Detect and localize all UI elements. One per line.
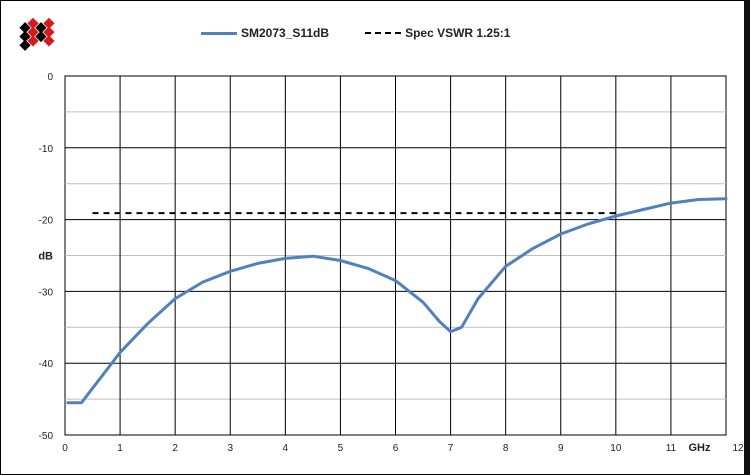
y-tick-label: -20 — [39, 216, 54, 227]
logo-tile — [19, 30, 31, 43]
x-tick-label: 9 — [558, 443, 564, 454]
legend-entry-s11: SM2073_S11dB — [201, 26, 329, 40]
chart-legend: SM2073_S11dB Spec VSWR 1.25:1 — [201, 23, 510, 43]
y-tick-label: -50 — [39, 431, 54, 442]
y-axis-label: dB — [38, 251, 53, 263]
legend-label-spec: Spec VSWR 1.25:1 — [405, 26, 511, 40]
company-logo — [19, 17, 55, 51]
legend-entry-spec: Spec VSWR 1.25:1 — [365, 26, 510, 40]
logo-tile — [19, 39, 31, 51]
y-tick-label: -40 — [39, 359, 54, 370]
x-tick-label: 10 — [610, 443, 622, 454]
logo-tile — [19, 22, 31, 34]
x-tick-label: 12 — [732, 443, 744, 454]
logo-tile — [27, 35, 39, 47]
window-edge — [744, 0, 750, 475]
legend-label-s11: SM2073_S11dB — [241, 26, 330, 40]
logo-tile — [43, 26, 55, 38]
legend-swatch-solid — [201, 31, 237, 35]
x-tick-label: 7 — [448, 443, 454, 454]
logo-tile — [43, 17, 55, 30]
logo-tile — [27, 26, 39, 38]
x-tick-label: 8 — [503, 443, 509, 454]
y-tick-label: -30 — [39, 287, 54, 298]
logo-tile — [35, 30, 47, 43]
x-tick-label: 2 — [172, 443, 178, 454]
logo-tile — [43, 35, 55, 47]
x-tick-label: 3 — [227, 443, 233, 454]
legend-swatch-dashed — [365, 32, 402, 34]
x-tick-label: 11 — [666, 443, 677, 454]
x-axis-label: GHz — [688, 442, 711, 454]
x-tick-label: 4 — [283, 443, 289, 454]
series-line-s11 — [66, 197, 728, 405]
logo-tile — [27, 17, 39, 30]
y-tick-label: 0 — [47, 72, 53, 83]
x-tick-label: 6 — [393, 443, 399, 454]
x-tick-label: 0 — [62, 443, 68, 454]
logo-tile — [35, 22, 47, 34]
x-tick-label: 1 — [117, 443, 123, 454]
y-tick-label: -10 — [39, 144, 54, 155]
x-tick-label: 5 — [338, 443, 344, 454]
